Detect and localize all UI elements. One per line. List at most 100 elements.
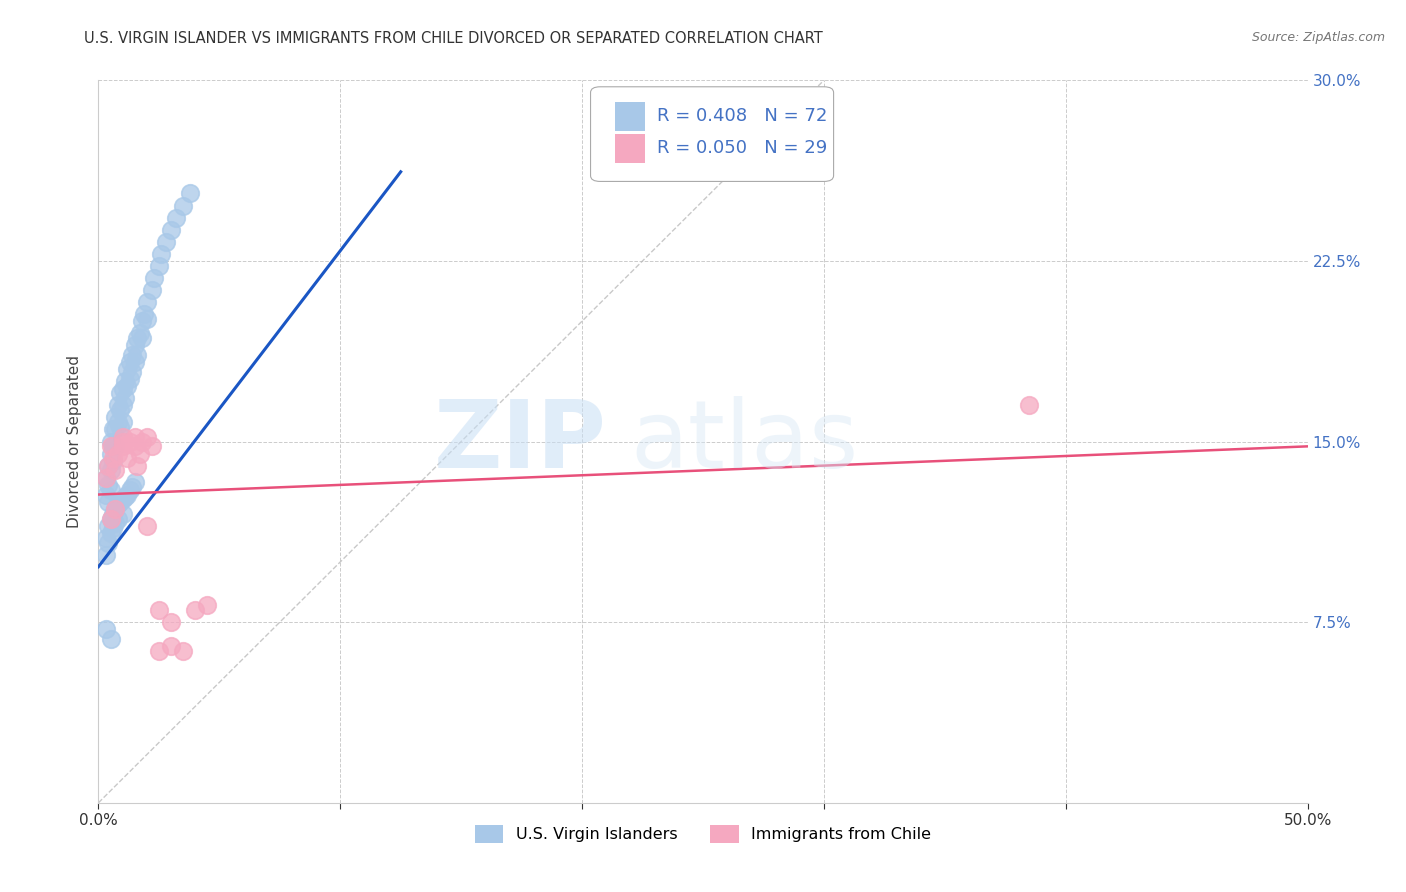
FancyBboxPatch shape	[591, 87, 834, 181]
Point	[135, 311, 157, 326]
Point	[135, 518, 157, 533]
Point	[104, 502, 127, 516]
Point	[101, 451, 124, 466]
Point	[94, 470, 117, 484]
Point	[100, 446, 122, 460]
Point	[114, 391, 136, 405]
Point	[160, 639, 183, 653]
Point	[107, 497, 129, 511]
Point	[165, 211, 187, 225]
Point	[135, 294, 157, 309]
Point	[101, 422, 124, 436]
Point	[97, 518, 120, 533]
Point	[108, 494, 131, 508]
Point	[104, 410, 127, 425]
Point	[121, 348, 143, 362]
Point	[134, 307, 156, 321]
Text: ZIP: ZIP	[433, 395, 606, 488]
Point	[108, 386, 131, 401]
Point	[179, 186, 201, 201]
Point	[124, 475, 146, 490]
Point	[108, 420, 131, 434]
Point	[141, 283, 163, 297]
Point	[94, 531, 117, 545]
Point	[118, 434, 141, 449]
Point	[97, 494, 120, 508]
Point	[118, 483, 141, 497]
Point	[127, 348, 149, 362]
Point	[100, 632, 122, 646]
Point	[184, 603, 207, 617]
Point	[148, 644, 170, 658]
Point	[111, 430, 134, 444]
Point	[121, 365, 143, 379]
Point	[111, 382, 134, 396]
Point	[127, 458, 149, 473]
Point	[131, 314, 153, 328]
Point	[118, 372, 141, 386]
Point	[160, 615, 183, 630]
Point	[118, 355, 141, 369]
Point	[107, 415, 129, 429]
Point	[160, 222, 183, 236]
Point	[101, 454, 124, 468]
Point	[172, 198, 194, 212]
Point	[111, 415, 134, 429]
Y-axis label: Divorced or Separated: Divorced or Separated	[67, 355, 83, 528]
Point	[124, 430, 146, 444]
Point	[100, 434, 122, 449]
Point	[148, 603, 170, 617]
Point	[100, 483, 122, 497]
Point	[101, 521, 124, 535]
Point	[172, 644, 194, 658]
Point	[94, 470, 117, 484]
Point	[128, 446, 150, 460]
Point	[100, 526, 122, 541]
Point	[143, 270, 166, 285]
Point	[195, 599, 218, 613]
Text: R = 0.050   N = 29: R = 0.050 N = 29	[657, 139, 827, 157]
Point	[104, 516, 127, 531]
Text: atlas: atlas	[630, 395, 859, 488]
Point	[111, 492, 134, 507]
Point	[94, 487, 117, 501]
Point	[1018, 398, 1040, 412]
Point	[114, 490, 136, 504]
Point	[111, 434, 134, 449]
Point	[104, 463, 127, 477]
Point	[100, 439, 122, 453]
Point	[104, 502, 127, 516]
Point	[94, 623, 117, 637]
Point	[111, 439, 134, 453]
Point	[131, 331, 153, 345]
Point	[131, 434, 153, 449]
Point	[114, 374, 136, 388]
Point	[124, 439, 146, 453]
Point	[104, 439, 127, 453]
Text: R = 0.408   N = 72: R = 0.408 N = 72	[657, 107, 827, 126]
Point	[100, 511, 122, 525]
Point	[111, 507, 134, 521]
Point	[107, 398, 129, 412]
Point	[101, 507, 124, 521]
Point	[124, 355, 146, 369]
Point	[100, 463, 122, 477]
Point	[141, 439, 163, 453]
Text: U.S. VIRGIN ISLANDER VS IMMIGRANTS FROM CHILE DIVORCED OR SEPARATED CORRELATION : U.S. VIRGIN ISLANDER VS IMMIGRANTS FROM …	[84, 31, 823, 46]
Point	[117, 379, 139, 393]
Point	[155, 235, 177, 249]
Point	[97, 458, 120, 473]
Point	[100, 511, 122, 525]
Point	[117, 487, 139, 501]
Point	[104, 422, 127, 436]
Point	[150, 246, 173, 260]
Point	[128, 326, 150, 340]
Point	[148, 259, 170, 273]
Point	[107, 511, 129, 525]
Point	[97, 535, 120, 549]
FancyBboxPatch shape	[614, 134, 645, 162]
Legend: U.S. Virgin Islanders, Immigrants from Chile: U.S. Virgin Islanders, Immigrants from C…	[468, 819, 938, 849]
Text: Source: ZipAtlas.com: Source: ZipAtlas.com	[1251, 31, 1385, 45]
Point	[121, 480, 143, 494]
Point	[97, 458, 120, 473]
